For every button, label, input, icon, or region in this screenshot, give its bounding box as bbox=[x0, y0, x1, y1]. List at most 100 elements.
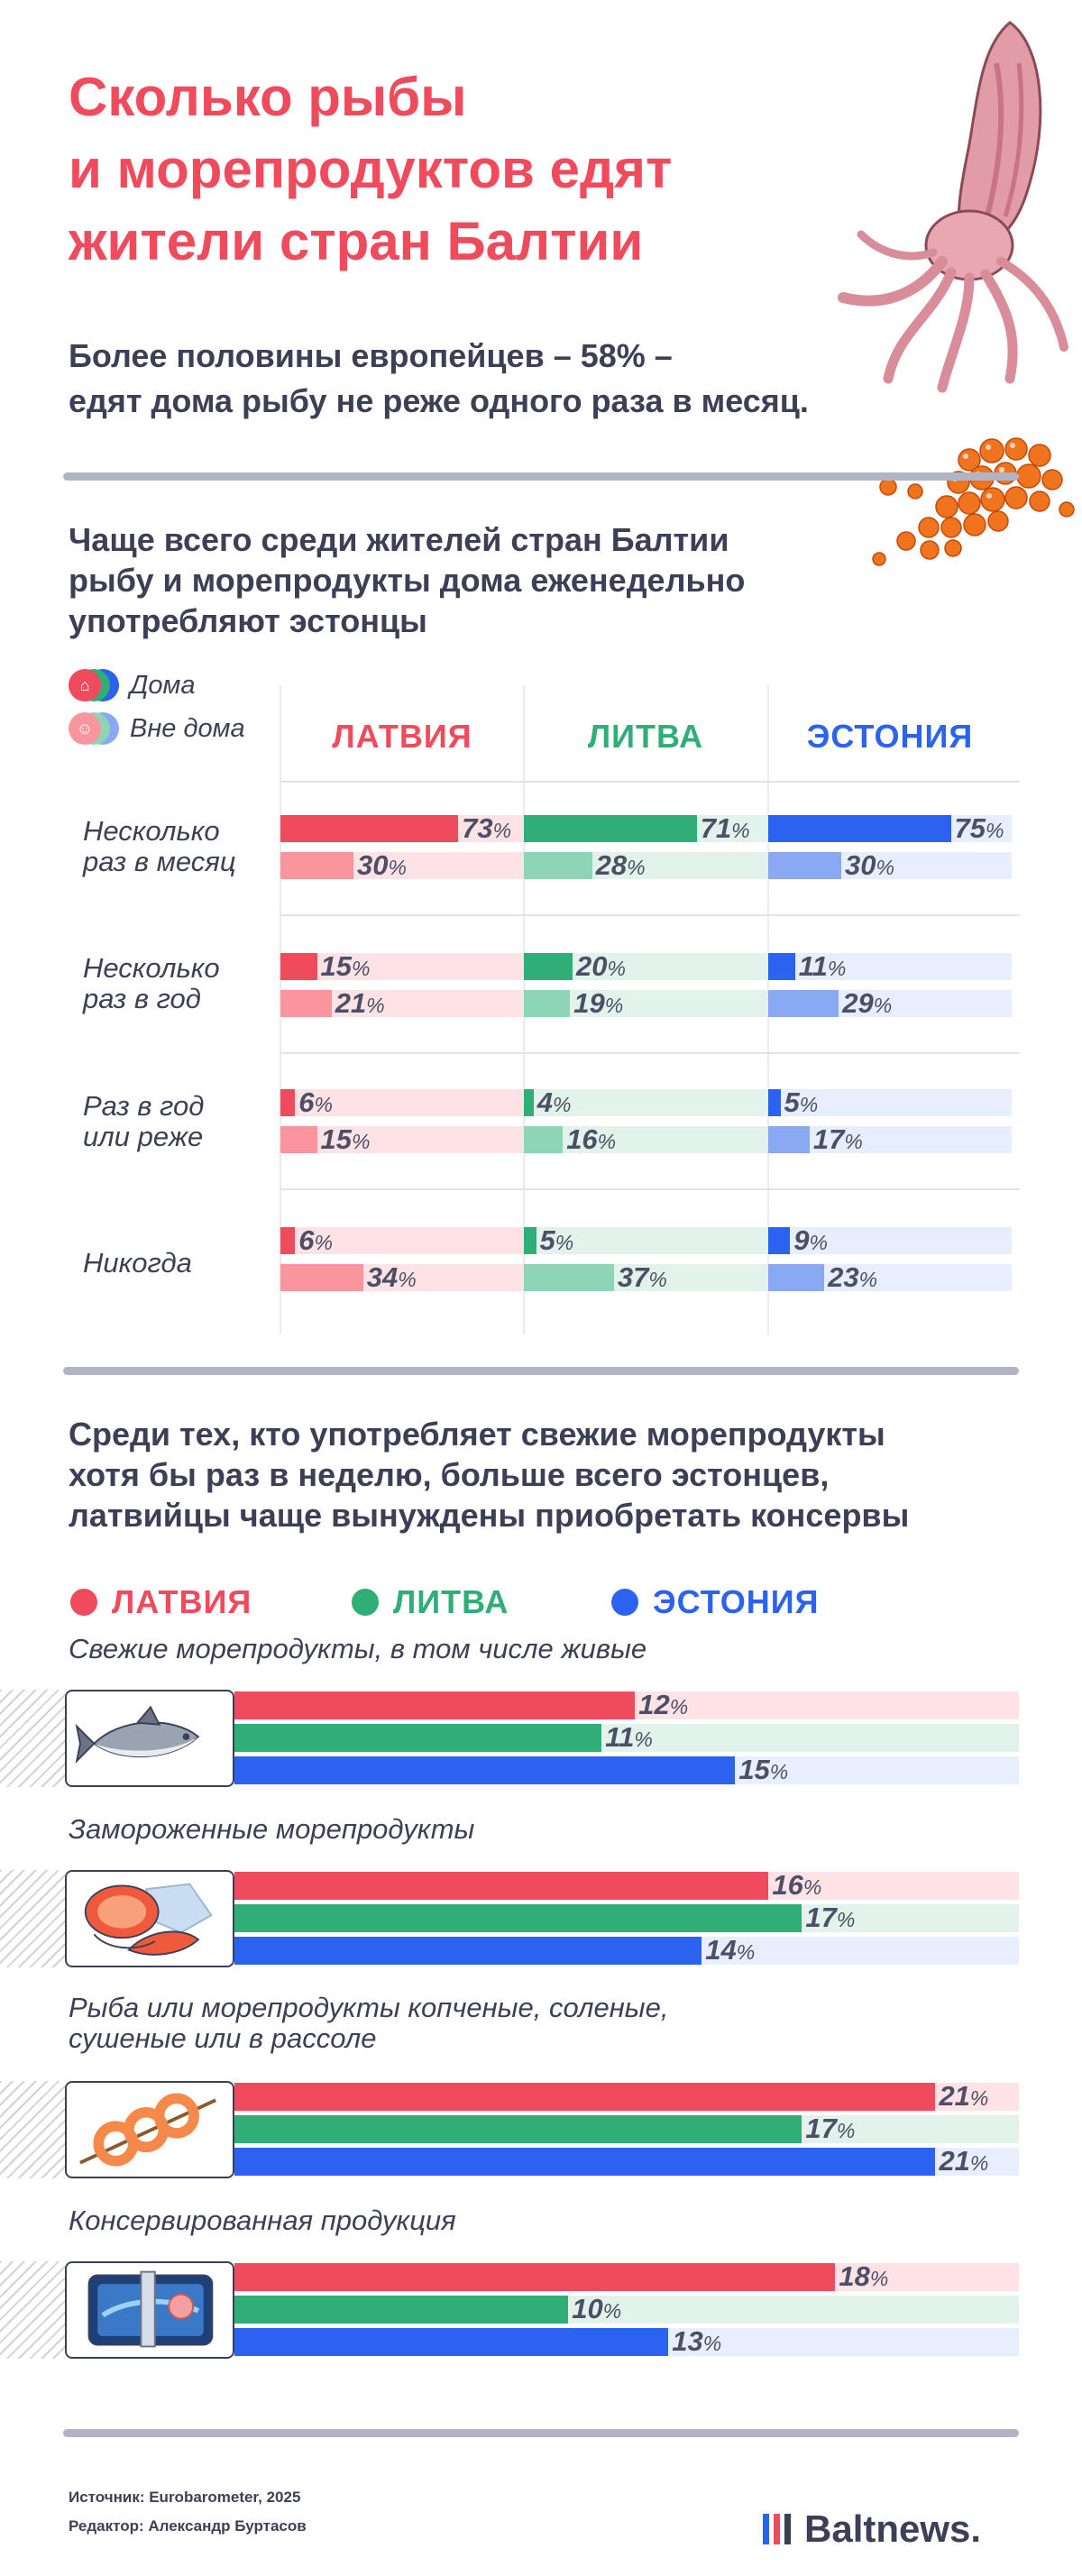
bar-latvia bbox=[280, 953, 317, 980]
row-label-line: раз в месяц bbox=[83, 846, 236, 877]
value-number: 9 bbox=[793, 1224, 810, 1256]
legend-lithuania: ЛИТВА bbox=[352, 1583, 509, 1620]
value-label: 30% bbox=[845, 851, 894, 881]
value-number: 19 bbox=[573, 987, 605, 1019]
bar-track bbox=[768, 1089, 1012, 1116]
legend-away-label: Вне дома bbox=[130, 713, 245, 743]
bar-track bbox=[524, 1126, 767, 1153]
bar-latvia bbox=[234, 1872, 769, 1900]
category-title-line: Свежие морепродукты, в том числе живые bbox=[69, 1633, 647, 1664]
legend-home-label: Дома bbox=[130, 670, 196, 700]
value-number: 5 bbox=[784, 1086, 800, 1118]
country-header-latvia: ЛАТВИЯ bbox=[332, 718, 472, 755]
bar-estonia bbox=[234, 1756, 736, 1784]
value-number: 29 bbox=[842, 987, 874, 1019]
value-number: 28 bbox=[595, 849, 628, 881]
legend-latvia: ЛАТВИЯ bbox=[70, 1583, 252, 1620]
bar-latvia bbox=[234, 1691, 636, 1719]
value-label: 14% bbox=[705, 1934, 756, 1966]
bar-lithuania bbox=[524, 1126, 564, 1153]
bar-latvia bbox=[280, 990, 332, 1017]
value-number: 34 bbox=[366, 1261, 399, 1293]
value-label: 5% bbox=[540, 1226, 574, 1256]
legend-dot bbox=[611, 1589, 638, 1616]
value-unit: % bbox=[398, 1268, 417, 1291]
value-number: 13 bbox=[672, 2325, 703, 2357]
value-label: 6% bbox=[298, 1226, 333, 1256]
row-separator bbox=[280, 781, 1020, 783]
legend-home: ⌂ Дома bbox=[69, 667, 196, 703]
value-number: 37 bbox=[617, 1261, 649, 1293]
country-header-estonia: ЭСТОНИЯ bbox=[806, 718, 974, 755]
value-number: 6 bbox=[298, 1086, 315, 1118]
value-unit: % bbox=[836, 2119, 856, 2142]
value-label: 5% bbox=[784, 1086, 819, 1118]
value-unit: % bbox=[553, 1093, 572, 1116]
bar-latvia bbox=[280, 852, 353, 879]
bar-estonia bbox=[234, 2328, 669, 2356]
bar-track bbox=[280, 953, 524, 980]
value-label: 21% bbox=[939, 2147, 988, 2177]
bar-estonia bbox=[768, 852, 841, 879]
category-title-line: сушеные или в рассоле bbox=[69, 2022, 377, 2054]
bar-estonia bbox=[768, 1227, 791, 1254]
value-unit: % bbox=[602, 2299, 622, 2323]
country-header-lithuania: ЛИТВА bbox=[587, 718, 704, 755]
value-unit: % bbox=[351, 1130, 371, 1153]
value-label: 15% bbox=[321, 1125, 371, 1155]
value-unit: % bbox=[634, 1728, 653, 1751]
category-title: Замороженные морепродукты bbox=[69, 1814, 970, 1845]
bar-latvia bbox=[280, 1227, 296, 1254]
value-unit: % bbox=[597, 1130, 617, 1153]
bar-lithuania bbox=[524, 1227, 536, 1254]
value-unit: % bbox=[844, 1130, 863, 1153]
category-title: Свежие морепродукты, в том числе живые bbox=[69, 1634, 970, 1664]
row-label-line: Несколько bbox=[83, 952, 220, 984]
value-unit: % bbox=[731, 819, 750, 842]
heading-line: Среди тех, кто употребляет свежие морепр… bbox=[69, 1416, 885, 1453]
bar-estonia bbox=[768, 815, 951, 842]
value-label: 15% bbox=[738, 1756, 788, 1785]
value-number: 11 bbox=[798, 950, 828, 982]
title-line: жители стран Балтии bbox=[69, 211, 644, 271]
value-unit: % bbox=[736, 1940, 756, 1964]
value-unit: % bbox=[836, 1908, 856, 1931]
category-title-line: Замороженные морепродукты bbox=[69, 1813, 475, 1845]
bar-track bbox=[280, 1227, 524, 1254]
bar-latvia bbox=[280, 1089, 296, 1116]
category-title-line: Консервированная продукция bbox=[69, 2205, 456, 2236]
hatch-decoration bbox=[0, 2081, 65, 2178]
value-label: 28% bbox=[595, 849, 646, 881]
value-label: 17% bbox=[805, 1903, 856, 1933]
editor-note: Редактор: Александр Буртасов bbox=[69, 2517, 307, 2535]
shrimp-skewer-icon bbox=[65, 2081, 234, 2178]
row-label: Несколько раз в месяц bbox=[83, 816, 281, 877]
value-unit: % bbox=[769, 1760, 789, 1783]
house-icon: ⌂ bbox=[69, 667, 121, 703]
value-unit: % bbox=[648, 1268, 667, 1291]
row-label: Раз в год или реже bbox=[83, 1091, 281, 1152]
value-unit: % bbox=[702, 2332, 722, 2355]
page-subtitle: Более половины европейцев – 58% – едят д… bbox=[69, 334, 970, 424]
row-label-line: Никогда bbox=[83, 1247, 192, 1279]
value-label: 6% bbox=[298, 1086, 333, 1118]
value-label: 19% bbox=[573, 987, 624, 1019]
value-number: 21 bbox=[335, 987, 367, 1019]
value-unit: % bbox=[604, 994, 624, 1017]
value-label: 18% bbox=[839, 2262, 888, 2292]
bar-estonia bbox=[234, 1937, 702, 1965]
value-number: 14 bbox=[705, 1934, 737, 1966]
canned-fish-icon bbox=[65, 2261, 234, 2359]
category-title-line: Рыба или морепродукты копченые, соленые, bbox=[69, 1992, 669, 2023]
value-unit: % bbox=[351, 957, 371, 980]
title-line: и морепродуктов едят bbox=[69, 139, 673, 199]
value-number: 75 bbox=[954, 812, 986, 844]
value-number: 10 bbox=[572, 2293, 603, 2324]
bar-lithuania bbox=[524, 852, 592, 879]
bar-track bbox=[524, 1089, 767, 1116]
value-unit: % bbox=[876, 856, 894, 879]
bar-lithuania bbox=[524, 1089, 534, 1116]
value-label: 4% bbox=[537, 1088, 572, 1118]
outside-people-icon: ☺ bbox=[69, 710, 121, 747]
value-number: 12 bbox=[638, 1689, 670, 1720]
